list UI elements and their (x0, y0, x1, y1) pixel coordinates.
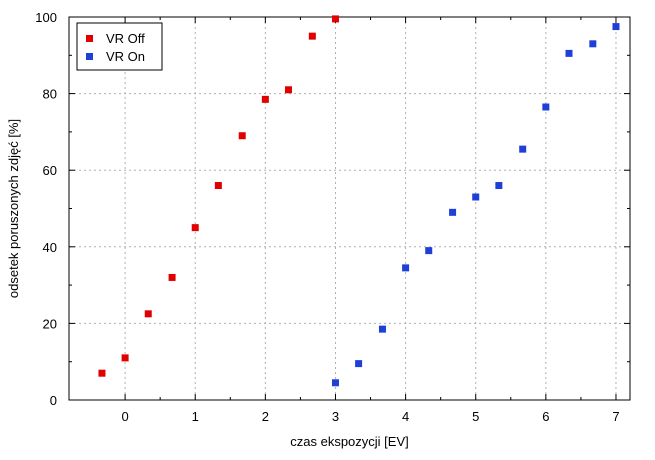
x-tick-label: 5 (472, 409, 479, 424)
data-point (168, 273, 176, 281)
grid (69, 16, 630, 401)
legend-label-vr-off: VR Off (106, 31, 145, 46)
x-tick-label: 1 (192, 409, 199, 424)
y-axis-label: odsetek poruszonych zdjęć [%] (6, 119, 21, 298)
data-point (612, 23, 620, 31)
data-series (98, 15, 620, 387)
data-point (144, 310, 152, 318)
x-tick-label: 3 (332, 409, 339, 424)
legend-marker-vr-on (86, 53, 93, 60)
data-point (472, 193, 480, 201)
data-point (331, 379, 339, 387)
data-point (519, 145, 527, 153)
data-point (261, 95, 269, 103)
data-point (565, 49, 573, 57)
data-point (542, 103, 550, 111)
x-tick-label: 7 (612, 409, 619, 424)
data-point (589, 40, 597, 48)
y-tick-label: 0 (50, 393, 57, 408)
data-point (308, 32, 316, 40)
legend: VR Off VR On (76, 22, 163, 71)
axis-ticks: 0 1 2 3 4 5 6 7 0 20 40 60 80 100 (35, 10, 630, 424)
y-tick-label: 20 (43, 316, 57, 331)
data-point (238, 132, 246, 140)
data-point (191, 224, 199, 232)
data-point (495, 182, 503, 190)
data-point (425, 247, 433, 255)
series-vr-off (98, 15, 339, 377)
y-tick-label: 100 (35, 10, 57, 25)
x-tick-label: 4 (402, 409, 409, 424)
y-tick-label: 60 (43, 163, 57, 178)
data-point (355, 360, 363, 368)
data-point (402, 264, 410, 272)
data-point (121, 354, 129, 362)
y-tick-label: 40 (43, 240, 57, 255)
legend-marker-vr-off (86, 35, 93, 42)
x-tick-label: 0 (121, 409, 128, 424)
data-point (378, 325, 386, 333)
data-point (449, 208, 457, 216)
data-point (214, 182, 222, 190)
legend-label-vr-on: VR On (106, 49, 145, 64)
x-tick-label: 2 (262, 409, 269, 424)
series-vr-on (331, 23, 620, 387)
data-point (331, 15, 339, 23)
x-tick-label: 6 (542, 409, 549, 424)
x-axis-label: czas ekspozycji [EV] (290, 434, 409, 449)
y-tick-label: 80 (43, 87, 57, 102)
data-point (98, 369, 106, 377)
data-point (284, 86, 292, 94)
legend-box (76, 22, 163, 71)
